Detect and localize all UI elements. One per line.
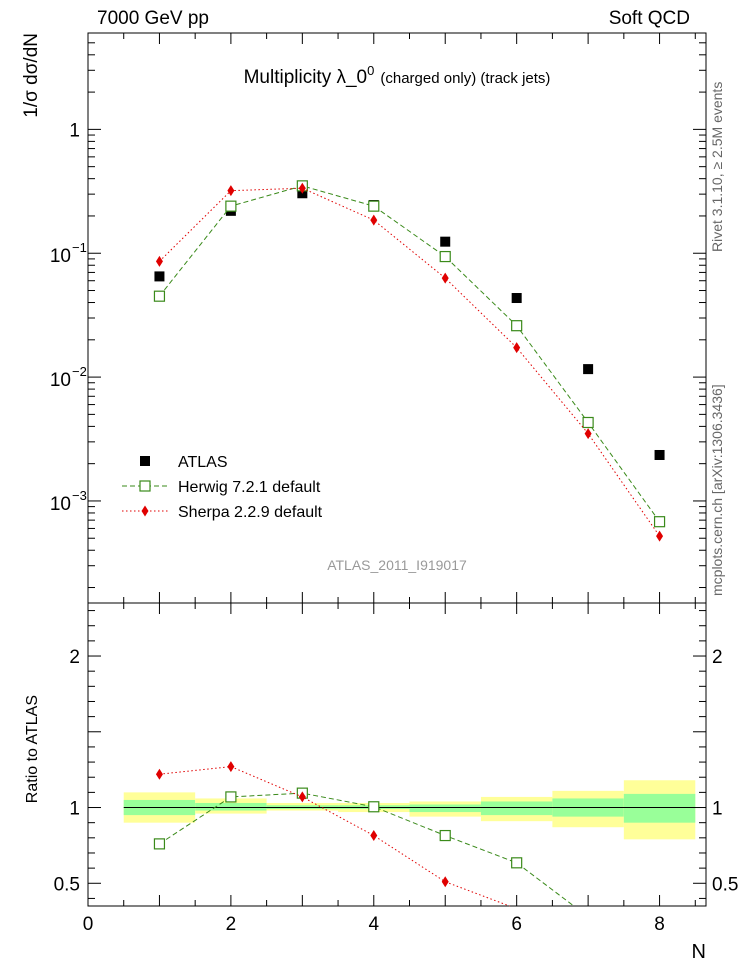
point-herwig-8 bbox=[653, 516, 666, 528]
ratio-band-inner-4 bbox=[409, 804, 481, 813]
point-data-1 bbox=[154, 271, 165, 282]
ratio-y-tick-label-2: 1 bbox=[69, 799, 80, 820]
y-tick-label-3: 10 bbox=[50, 494, 71, 515]
analysis-watermark: ATLAS_2011_I919017 bbox=[327, 557, 467, 573]
ratio-plot-panel: 0 2 4 6 8 2 2 1 1 0.5 0.5 bbox=[54, 602, 738, 935]
point-sherpa-7 bbox=[584, 428, 592, 440]
chart-title-tail: (charged only) (track jets) bbox=[380, 70, 550, 87]
x-tick-label-8: 8 bbox=[654, 914, 665, 935]
chart-title-main: Multiplicity λ_0 bbox=[244, 67, 368, 88]
point-sherpa-3 bbox=[298, 182, 306, 194]
point-herwig-1 bbox=[153, 290, 166, 302]
y-tick-label-2: 10 bbox=[50, 370, 71, 391]
ratio-point-herwig-1 bbox=[153, 838, 166, 850]
ratio-frame bbox=[87, 602, 707, 907]
point-data-6 bbox=[511, 293, 522, 304]
legend-marker-data bbox=[140, 456, 150, 466]
point-data-8 bbox=[654, 449, 665, 460]
y-tick-label-0: 1 bbox=[69, 120, 80, 141]
x-tick-label-0: 0 bbox=[83, 914, 94, 935]
series-line-herwig bbox=[159, 185, 660, 522]
x-tick-label-4: 4 bbox=[368, 914, 379, 935]
ratio-y-tick-label-0: 2 bbox=[69, 647, 80, 668]
header-right: Soft QCD bbox=[609, 8, 690, 29]
x-tick-label-2: 2 bbox=[226, 914, 237, 935]
point-sherpa-2 bbox=[227, 185, 235, 197]
point-sherpa-6 bbox=[513, 342, 521, 354]
point-sherpa-1 bbox=[155, 255, 163, 267]
ratio-point-sherpa-3 bbox=[298, 791, 306, 803]
header-left: 7000 GeV pp bbox=[97, 8, 209, 29]
point-sherpa-5 bbox=[441, 272, 449, 284]
mcplots-label: mcplots.cern.ch [arXiv:1306.3436] bbox=[709, 384, 725, 596]
ratio-band-inner-5 bbox=[480, 801, 553, 816]
y-tick-exp-1: −1 bbox=[72, 240, 87, 255]
ratio-point-sherpa-2 bbox=[227, 761, 235, 773]
point-sherpa-4 bbox=[370, 214, 378, 226]
ratio-y-tick-label-right-0: 2 bbox=[712, 647, 723, 668]
legend-marker-sherpa bbox=[141, 505, 149, 517]
ratio-point-herwig-2 bbox=[225, 791, 237, 803]
y-tick-label-1: 10 bbox=[50, 246, 71, 267]
rivet-label: Rivet 3.1.10, ≥ 2.5M events bbox=[709, 82, 725, 252]
point-herwig-5 bbox=[439, 250, 451, 263]
ratio-y-tick-label-right-3: 0.5 bbox=[712, 874, 738, 895]
ratio-y-tick-label-right-2: 1 bbox=[712, 799, 723, 820]
ratio-point-herwig-5 bbox=[439, 829, 451, 842]
ratio-point-sherpa-4 bbox=[370, 830, 378, 842]
legend: ATLAS Herwig 7.2.1 default Sherpa 2.2.9 de… bbox=[122, 454, 323, 521]
ratio-band-inner-7 bbox=[623, 793, 696, 823]
legend-label-data: ATLAS bbox=[178, 454, 228, 471]
ratio-point-herwig-6 bbox=[511, 857, 523, 869]
ratio-point-sherpa-5 bbox=[441, 876, 449, 888]
ratio-series-sherpa bbox=[155, 761, 510, 907]
x-tick-label-6: 6 bbox=[511, 914, 522, 935]
main-plot-panel: 110−110−210−3 bbox=[50, 32, 707, 604]
point-herwig-4 bbox=[368, 200, 380, 212]
ratio-axis-label: Ratio to ATLAS bbox=[24, 695, 41, 803]
legend-label-sherpa: Sherpa 2.2.9 default bbox=[178, 504, 323, 521]
point-herwig-2 bbox=[225, 200, 237, 212]
ratio-band-inner-1 bbox=[195, 802, 267, 811]
y-axis-label: 1/σ dσ/dN bbox=[21, 33, 42, 118]
legend-marker-herwig bbox=[139, 480, 151, 492]
point-data-5 bbox=[440, 236, 451, 247]
series-sherpa bbox=[155, 182, 664, 542]
point-sherpa-8 bbox=[656, 530, 664, 542]
ratio-point-sherpa-1 bbox=[155, 768, 163, 780]
y-tick-exp-2: −2 bbox=[72, 364, 87, 379]
ratio-line-sherpa bbox=[159, 766, 510, 907]
point-data-7 bbox=[583, 364, 594, 375]
point-herwig-7 bbox=[582, 416, 594, 429]
series-line-sherpa bbox=[159, 187, 660, 537]
x-axis-label: N bbox=[692, 941, 706, 963]
series-herwig bbox=[153, 180, 666, 528]
legend-label-herwig: Herwig 7.2.1 default bbox=[178, 479, 321, 496]
ratio-point-herwig-4 bbox=[368, 801, 380, 813]
ratio-y-tick-label-3: 0.5 bbox=[54, 874, 80, 895]
chart-title: Multiplicity λ_00 (charged only) (track j… bbox=[244, 63, 551, 88]
y-tick-exp-3: −3 bbox=[72, 488, 87, 503]
point-herwig-6 bbox=[511, 320, 523, 332]
chart-title-sup: 0 bbox=[367, 63, 374, 78]
